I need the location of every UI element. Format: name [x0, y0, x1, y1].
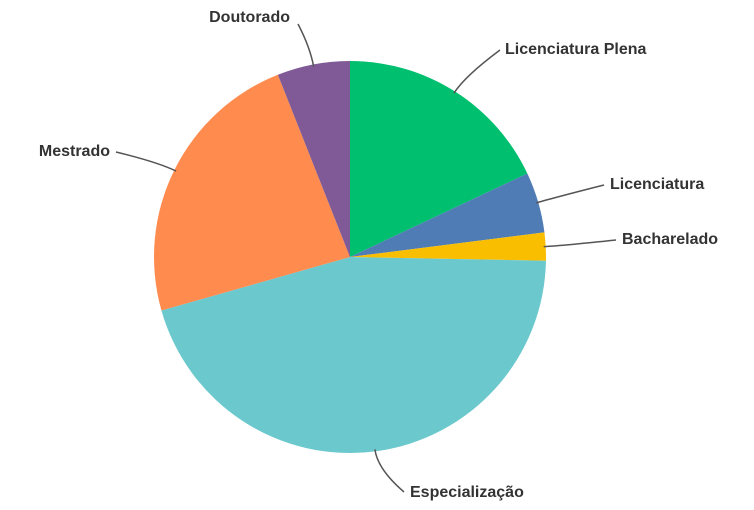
pie-slice	[161, 257, 546, 454]
leader-line	[374, 449, 405, 493]
pie-slice	[154, 74, 350, 311]
leader-line	[543, 239, 617, 248]
slice-label: Mestrado	[39, 143, 110, 160]
pie-slice	[350, 173, 545, 257]
slice-label: Especialização	[410, 484, 524, 501]
slice-label: Licenciatura Plena	[505, 41, 646, 58]
leader-line	[115, 151, 177, 172]
slice-label: Licenciatura	[610, 176, 704, 193]
leader-line	[536, 184, 605, 204]
pie-slice	[277, 61, 350, 257]
slice-label: Bacharelado	[622, 231, 718, 248]
slice-label: Doutorado	[209, 9, 290, 26]
leader-line	[297, 23, 315, 67]
leader-line	[453, 49, 501, 94]
pie-slice	[350, 61, 528, 257]
pie-slice	[350, 232, 546, 261]
